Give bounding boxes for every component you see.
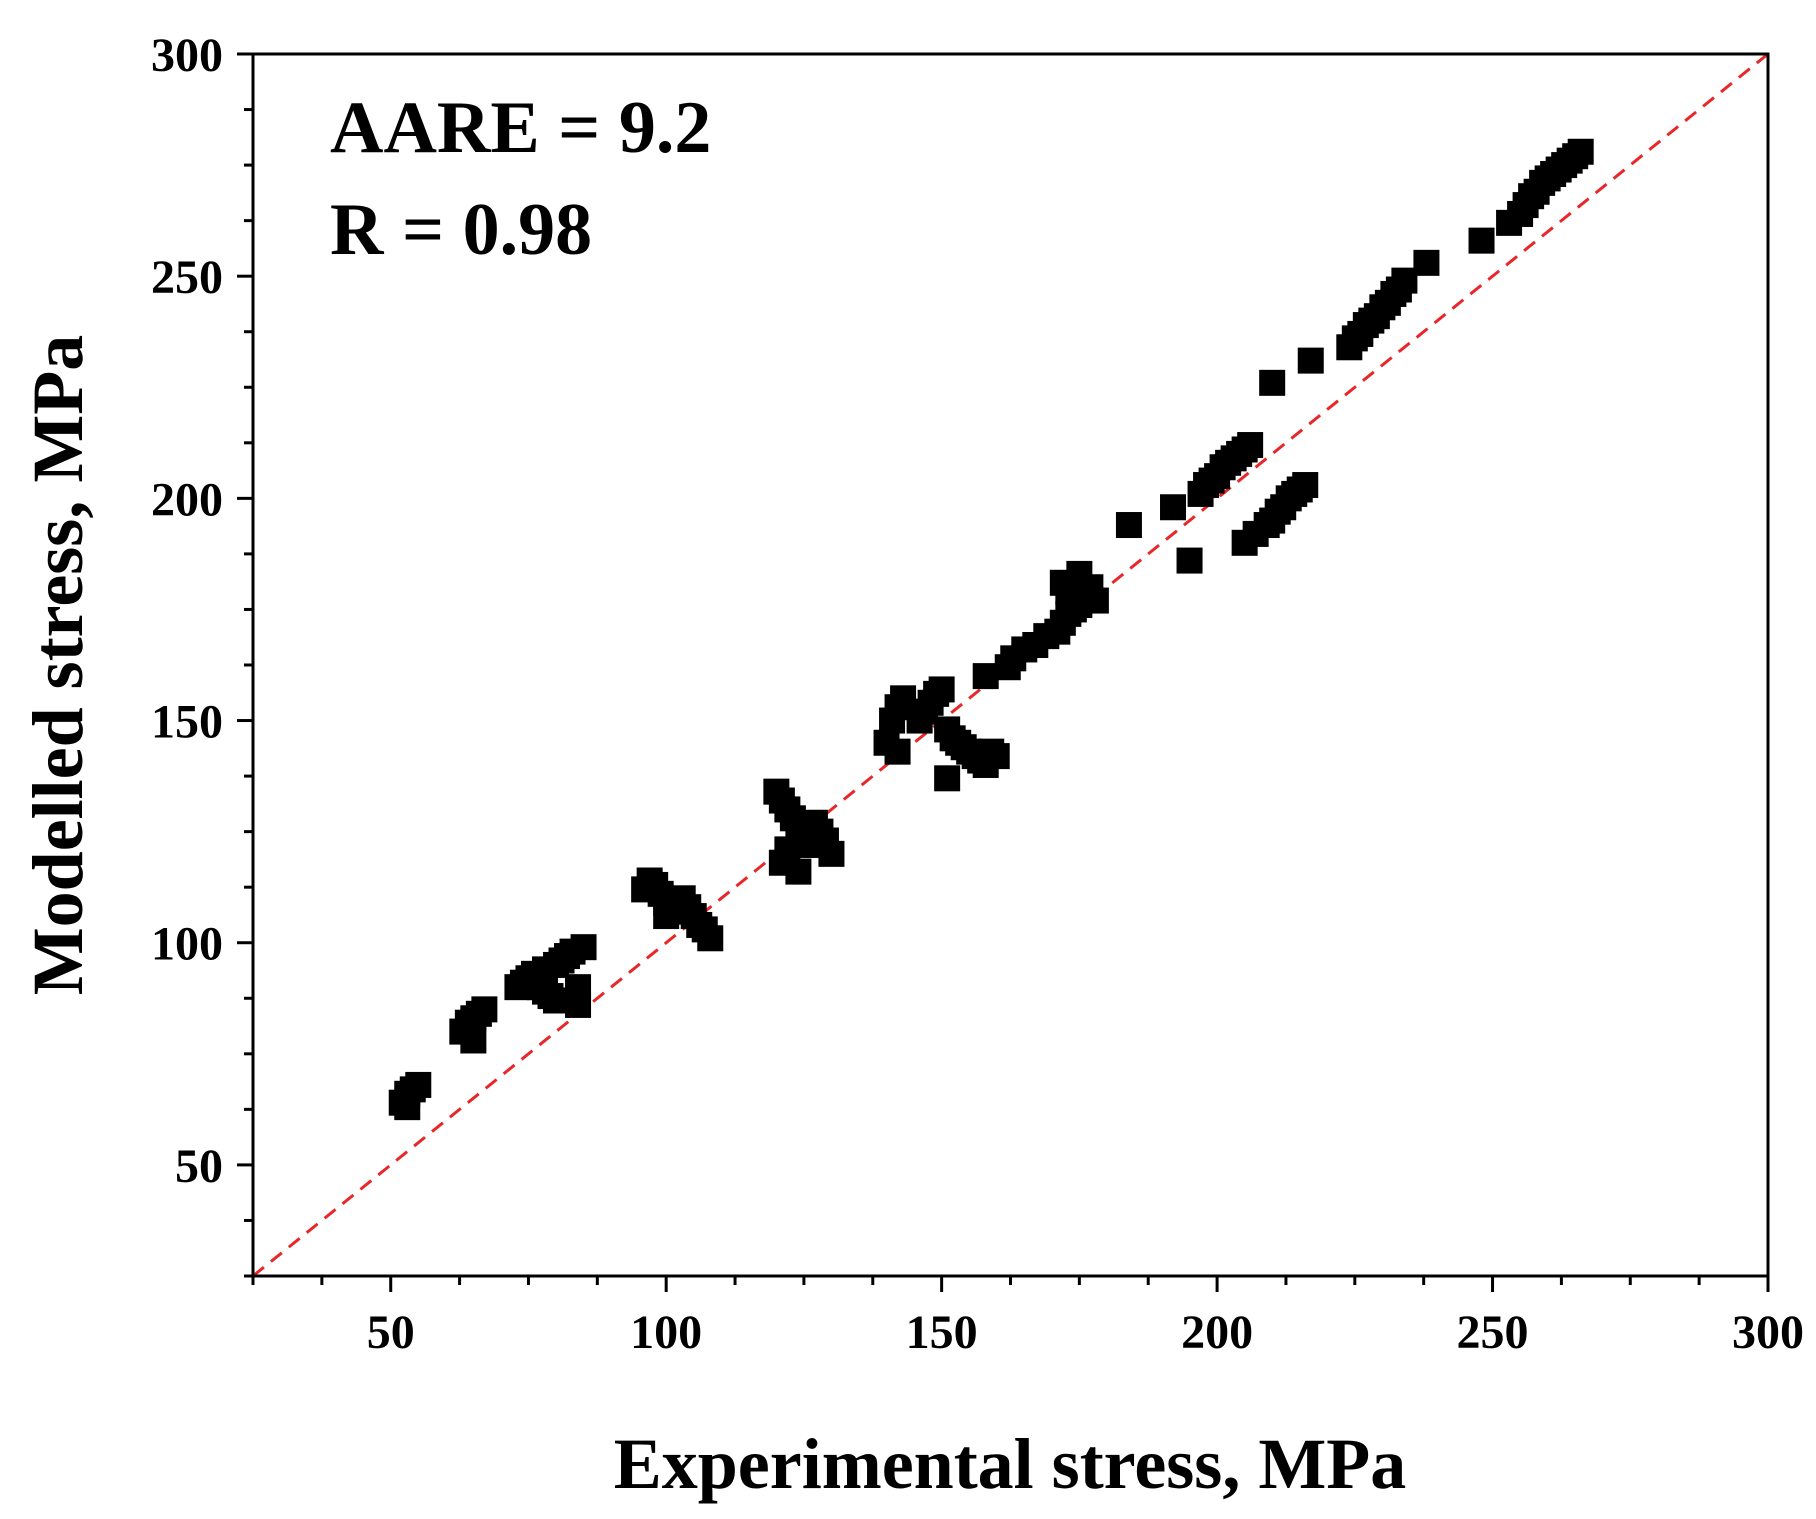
data-point [1115, 512, 1142, 539]
y-tick-label: 200 [151, 473, 223, 526]
data-point [818, 840, 845, 867]
data-point [934, 765, 961, 792]
data-point [1176, 547, 1203, 574]
data-point [697, 925, 724, 952]
data-point [1567, 138, 1594, 165]
data-point [1297, 347, 1324, 374]
data-point [1082, 587, 1109, 614]
r-annotation: R = 0.98 [330, 189, 592, 271]
data-point [890, 685, 917, 712]
y-tick-label: 150 [151, 696, 223, 749]
x-tick-label: 200 [1181, 1306, 1253, 1359]
x-tick-label: 100 [630, 1306, 702, 1359]
data-point [1468, 227, 1495, 254]
data-point [460, 1027, 487, 1054]
data-point [1160, 494, 1187, 521]
x-tick-label: 50 [367, 1306, 415, 1359]
x-tick-label: 300 [1732, 1306, 1804, 1359]
data-point [1259, 369, 1286, 396]
x-tick-label: 150 [906, 1306, 978, 1359]
data-point [983, 743, 1010, 770]
data-point [471, 996, 498, 1023]
data-point [1237, 432, 1264, 459]
data-point [1391, 267, 1418, 294]
y-tick-label: 50 [175, 1140, 223, 1193]
data-point [884, 738, 911, 765]
y-tick-label: 250 [151, 251, 223, 304]
data-point [774, 836, 801, 863]
data-point [785, 858, 812, 885]
data-point [405, 1071, 432, 1098]
aare-annotation: AARE = 9.2 [330, 87, 711, 169]
x-tick-label: 250 [1457, 1306, 1529, 1359]
data-point [1066, 560, 1093, 587]
data-point [1413, 249, 1440, 276]
y-tick-label: 300 [151, 29, 223, 82]
y-tick-label: 100 [151, 918, 223, 971]
data-point [928, 676, 955, 703]
data-point [543, 987, 569, 1014]
data-point [565, 991, 592, 1018]
data-point [653, 903, 680, 930]
x-axis-title: Experimental stress, MPa [614, 1424, 1407, 1504]
data-point [1292, 472, 1319, 499]
data-point [394, 1094, 421, 1121]
y-axis-title: Modelled stress, MPa [18, 335, 98, 996]
data-point [570, 934, 597, 961]
data-point [972, 663, 999, 690]
